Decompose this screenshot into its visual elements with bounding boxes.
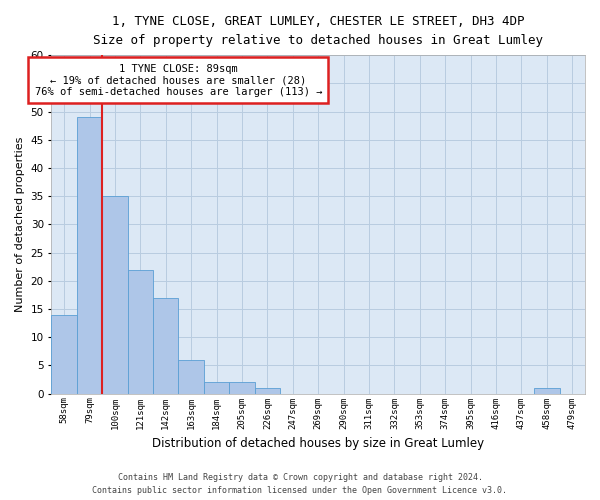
Bar — [153, 298, 178, 394]
Y-axis label: Number of detached properties: Number of detached properties — [15, 136, 25, 312]
Bar — [534, 388, 560, 394]
Bar — [229, 382, 255, 394]
Bar — [128, 270, 153, 394]
Bar — [77, 117, 102, 394]
Text: Contains HM Land Registry data © Crown copyright and database right 2024.
Contai: Contains HM Land Registry data © Crown c… — [92, 474, 508, 495]
Bar — [178, 360, 204, 394]
Bar — [204, 382, 229, 394]
Bar — [255, 388, 280, 394]
X-axis label: Distribution of detached houses by size in Great Lumley: Distribution of detached houses by size … — [152, 437, 484, 450]
Bar — [102, 196, 128, 394]
Bar — [52, 314, 77, 394]
Text: 1 TYNE CLOSE: 89sqm
← 19% of detached houses are smaller (28)
76% of semi-detach: 1 TYNE CLOSE: 89sqm ← 19% of detached ho… — [35, 64, 322, 97]
Title: 1, TYNE CLOSE, GREAT LUMLEY, CHESTER LE STREET, DH3 4DP
Size of property relativ: 1, TYNE CLOSE, GREAT LUMLEY, CHESTER LE … — [93, 15, 543, 47]
